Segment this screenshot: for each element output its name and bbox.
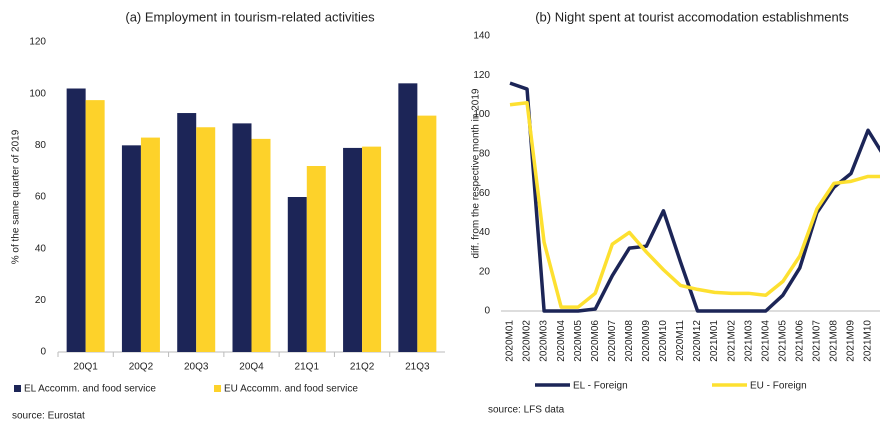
y-tick-label: 140 bbox=[473, 31, 490, 42]
x-tick-label: 2021M06 bbox=[794, 320, 805, 362]
x-tick-label: 2020M07 bbox=[607, 320, 618, 362]
y-tick-label: 20 bbox=[35, 295, 47, 306]
y-tick-label: 40 bbox=[35, 243, 47, 254]
x-tick-label: 21Q3 bbox=[405, 362, 430, 373]
y-tick-label: 0 bbox=[40, 347, 46, 358]
x-tick-label: 20Q2 bbox=[129, 362, 154, 373]
bar bbox=[121, 145, 141, 352]
series-line bbox=[509, 101, 880, 309]
chart-title: (a) Employment in tourism-related activi… bbox=[125, 9, 375, 24]
bar bbox=[362, 146, 382, 352]
x-tick-label: 2021M08 bbox=[829, 320, 840, 362]
bar bbox=[343, 147, 363, 352]
x-tick-label: 21Q1 bbox=[295, 362, 320, 373]
legend-swatch bbox=[214, 385, 221, 392]
y-tick-label: 60 bbox=[479, 188, 491, 199]
x-tick-label: 20Q4 bbox=[239, 362, 264, 373]
x-tick-label: 2020M04 bbox=[556, 320, 567, 362]
y-tick-label: 80 bbox=[35, 140, 47, 151]
x-tick-label: 2020M05 bbox=[573, 320, 584, 362]
y-tick-label: 40 bbox=[479, 227, 491, 238]
lines bbox=[509, 81, 880, 313]
legend-label: EL Accomm. and food service bbox=[24, 384, 156, 395]
source-note: source: Eurostat bbox=[12, 411, 85, 422]
legend-swatch bbox=[14, 385, 21, 392]
x-tick-label: 2021M09 bbox=[846, 320, 857, 362]
y-tick-label: 0 bbox=[484, 306, 490, 317]
bar bbox=[417, 115, 437, 352]
y-tick-label: 100 bbox=[473, 109, 490, 120]
x-tick-label: 2021M01 bbox=[709, 320, 720, 362]
x-tick-label: 21Q2 bbox=[350, 362, 375, 373]
bar bbox=[85, 100, 105, 352]
x-tick-label: 20Q3 bbox=[184, 362, 209, 373]
y-tick-label: 80 bbox=[479, 148, 491, 159]
bar bbox=[306, 166, 326, 352]
x-tick-label: 2021M05 bbox=[777, 320, 788, 362]
y-tick-label: 60 bbox=[35, 192, 47, 203]
x-tick-label: 2020M12 bbox=[692, 320, 703, 362]
legend-label: EU - Foreign bbox=[750, 381, 807, 392]
bar bbox=[140, 137, 160, 352]
x-tick-label: 2021M03 bbox=[743, 320, 754, 362]
x-tick-label: 2020M01 bbox=[505, 320, 516, 362]
y-tick-label: 20 bbox=[479, 266, 491, 277]
y-axis-label: % of the same quarter of 2019 bbox=[11, 129, 22, 264]
source-note: source: LFS data bbox=[488, 405, 565, 416]
bar bbox=[177, 113, 197, 353]
x-tick-label: 2021M02 bbox=[726, 320, 737, 362]
legend-label: EL - Foreign bbox=[573, 381, 628, 392]
chart-title: (b) Night spent at tourist accomodation … bbox=[535, 9, 849, 24]
y-tick-label: 100 bbox=[29, 88, 46, 99]
legend-label: EU Accomm. and food service bbox=[224, 384, 358, 395]
y-axis-label: diff. from the respective month in 2019 bbox=[471, 88, 482, 258]
y-tick-label: 120 bbox=[473, 70, 490, 81]
x-tick-label: 2020M08 bbox=[624, 320, 635, 362]
series-line bbox=[509, 81, 880, 313]
x-tick-label: 20Q1 bbox=[73, 362, 98, 373]
x-tick-label: 2020M06 bbox=[590, 320, 601, 362]
bar bbox=[232, 123, 252, 352]
x-tick-label: 2021M04 bbox=[760, 320, 771, 362]
x-tick-label: 2020M11 bbox=[675, 320, 686, 361]
x-tick-label: 2020M02 bbox=[522, 320, 533, 362]
x-tick-label: 2020M10 bbox=[658, 320, 669, 362]
x-tick-label: 2020M09 bbox=[641, 320, 652, 362]
bar bbox=[196, 127, 216, 352]
bar bbox=[287, 197, 307, 352]
bar bbox=[398, 83, 418, 352]
bar bbox=[251, 138, 271, 352]
x-tick-label: 2021M10 bbox=[863, 320, 874, 362]
x-tick-label: 2021M07 bbox=[812, 320, 823, 362]
x-tick-label: 2020M03 bbox=[539, 320, 550, 362]
y-tick-label: 120 bbox=[29, 37, 46, 48]
bar bbox=[66, 88, 86, 352]
